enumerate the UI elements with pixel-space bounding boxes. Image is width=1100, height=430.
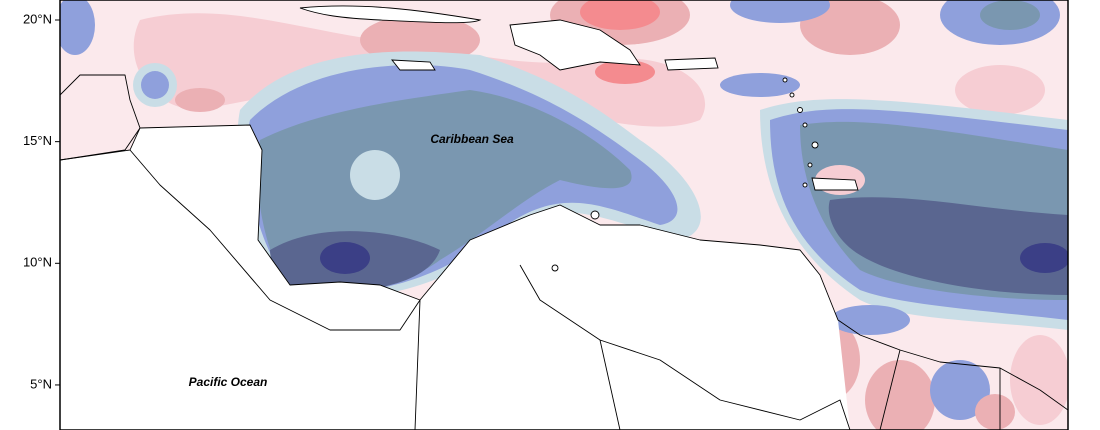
jamaica <box>391 59 436 71</box>
hispaniola <box>509 19 641 71</box>
puerto-rico <box>664 57 719 71</box>
coastline <box>60 124 1068 411</box>
frame <box>59 0 1069 430</box>
tick-label: 10°N <box>23 255 52 270</box>
lesser-antilles <box>551 77 819 272</box>
tick-label: 5°N <box>30 376 52 391</box>
anomaly-field <box>60 0 1068 430</box>
tick-label: 20°N <box>23 11 52 26</box>
border <box>60 74 1001 430</box>
tick-label: 15°N <box>23 133 52 148</box>
place-label: Pacific Ocean <box>189 375 268 389</box>
trinidad <box>811 177 859 191</box>
cuba <box>299 5 482 24</box>
land-mask <box>60 125 850 430</box>
place-label: Caribbean Sea <box>430 132 514 146</box>
